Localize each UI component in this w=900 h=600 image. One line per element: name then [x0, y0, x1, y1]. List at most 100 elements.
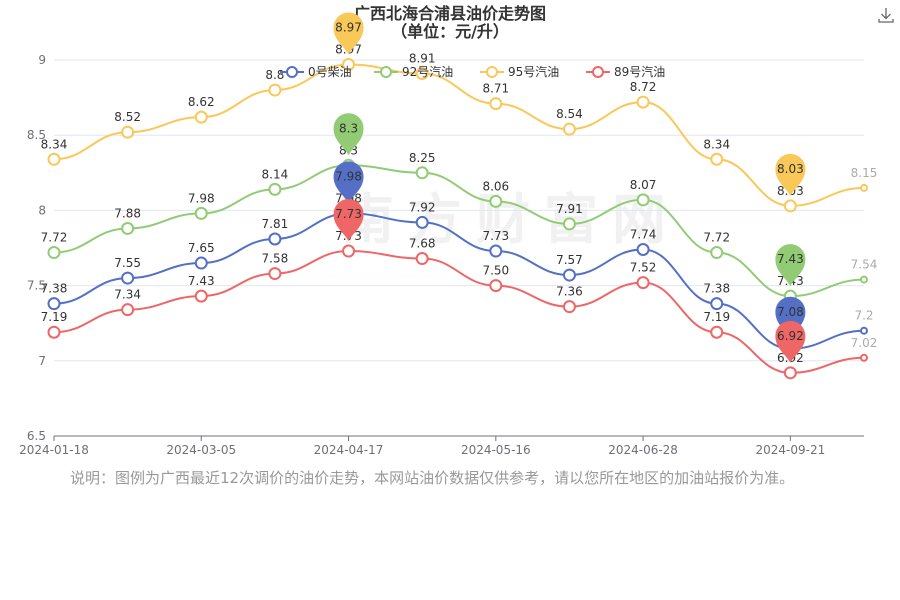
pin-marker: 7.43 — [775, 244, 806, 287]
legend-symbol — [380, 66, 392, 78]
legend-item-0[interactable]: 0号柴油 — [280, 65, 352, 79]
pin-marker: 6.92 — [775, 320, 806, 363]
series-line-0 — [53, 212, 865, 350]
data-label: 7.54 — [851, 258, 878, 272]
data-label: 7.98 — [188, 191, 215, 205]
legend-symbol — [286, 66, 298, 78]
data-label: 7.38 — [41, 282, 68, 296]
data-label: 7.02 — [851, 336, 878, 350]
pin-shape — [333, 113, 364, 156]
data-point — [415, 252, 429, 266]
data-point — [562, 217, 576, 231]
data-label: 7.73 — [482, 229, 509, 243]
data-label: 8.07 — [630, 178, 657, 192]
legend-label: 89号汽油 — [614, 64, 665, 79]
data-label: 7.74 — [630, 228, 657, 242]
data-point — [47, 325, 61, 339]
data-label: 8.91 — [409, 52, 436, 66]
data-point — [121, 125, 135, 139]
data-point — [562, 300, 576, 314]
data-point — [47, 297, 61, 311]
data-point — [121, 221, 135, 235]
data-label: 8.62 — [188, 95, 215, 109]
data-point — [194, 110, 208, 124]
data-point — [489, 244, 503, 258]
data-label: 7.58 — [262, 252, 289, 266]
data-point — [342, 244, 356, 258]
data-point — [562, 122, 576, 136]
data-label: 7.88 — [114, 206, 141, 220]
data-point — [710, 297, 724, 311]
data-point — [710, 246, 724, 260]
pin-marker: 7.98 — [333, 161, 364, 204]
data-point — [860, 353, 868, 362]
data-label: 8.34 — [41, 137, 68, 151]
legend-label: 92号汽油 — [402, 64, 453, 79]
pin-label: 7.98 — [335, 169, 362, 183]
chart-note: 说明：图例为广西最近12次调价的油价走势，本网站油价数据仅供参考，请以您所在地区… — [70, 469, 795, 487]
pin-shape — [775, 153, 806, 196]
data-point — [194, 256, 208, 270]
data-point — [342, 58, 356, 72]
data-label: 8.52 — [114, 110, 141, 124]
data-point — [783, 199, 797, 213]
legend-label: 95号汽油 — [508, 64, 559, 79]
data-point — [415, 166, 429, 180]
legend-symbol — [592, 66, 604, 78]
data-label: 7.92 — [409, 200, 436, 214]
data-point — [710, 152, 724, 166]
legend-item-3[interactable]: 89号汽油 — [586, 64, 665, 79]
y-tick-label: 7 — [38, 354, 46, 368]
data-point — [860, 275, 868, 284]
data-point — [489, 97, 503, 111]
pin-label: 6.92 — [777, 329, 804, 343]
pin-shape — [333, 12, 364, 55]
pin-label: 7.43 — [777, 252, 804, 266]
pin-shape — [775, 320, 806, 363]
data-point — [268, 232, 282, 246]
y-tick-label: 8.5 — [27, 128, 46, 142]
x-tick-label: 2024-04-17 — [314, 443, 384, 457]
legend-symbol — [486, 66, 498, 78]
pin-marker: 8.03 — [775, 153, 806, 196]
data-point — [121, 303, 135, 317]
x-tick-label: 2024-03-05 — [166, 443, 236, 457]
x-tick-label: 2024-05-16 — [461, 443, 531, 457]
data-label: 7.65 — [188, 241, 215, 255]
y-tick-label: 8 — [38, 203, 46, 217]
pin-label: 7.73 — [335, 207, 362, 221]
y-tick-label: 6.5 — [27, 429, 46, 443]
data-label: 7.68 — [409, 237, 436, 251]
data-label: 8.54 — [556, 107, 583, 121]
legend-item-1[interactable]: 92号汽油 — [374, 64, 453, 79]
pin-shape — [333, 161, 364, 204]
data-label: 7.19 — [41, 310, 68, 324]
data-point — [268, 83, 282, 97]
data-point — [489, 194, 503, 208]
pin-label: 8.97 — [335, 21, 362, 35]
data-point — [636, 243, 650, 257]
data-label: 8.25 — [409, 151, 436, 165]
x-tick-label: 2024-09-21 — [755, 443, 825, 457]
data-point — [121, 271, 135, 285]
data-label: 8.34 — [703, 137, 730, 151]
data-label: 7.55 — [114, 256, 141, 270]
download-icon[interactable] — [877, 6, 895, 24]
data-point — [860, 183, 868, 192]
pin-shape — [333, 199, 364, 242]
data-label: 8.8 — [265, 68, 284, 82]
x-tick-label: 2024-06-28 — [608, 443, 678, 457]
data-label: 7.72 — [41, 231, 68, 245]
data-point — [194, 289, 208, 303]
data-label: 8.06 — [482, 179, 509, 193]
data-label: 7.50 — [482, 264, 509, 278]
data-label: 7.36 — [556, 285, 583, 299]
data-label: 7.34 — [114, 288, 141, 302]
data-label: 7.91 — [556, 202, 583, 216]
data-point — [415, 67, 429, 81]
legend-label: 0号柴油 — [308, 65, 352, 79]
legend-item-2[interactable]: 95号汽油 — [480, 64, 559, 79]
data-point — [636, 276, 650, 290]
data-point — [268, 182, 282, 196]
